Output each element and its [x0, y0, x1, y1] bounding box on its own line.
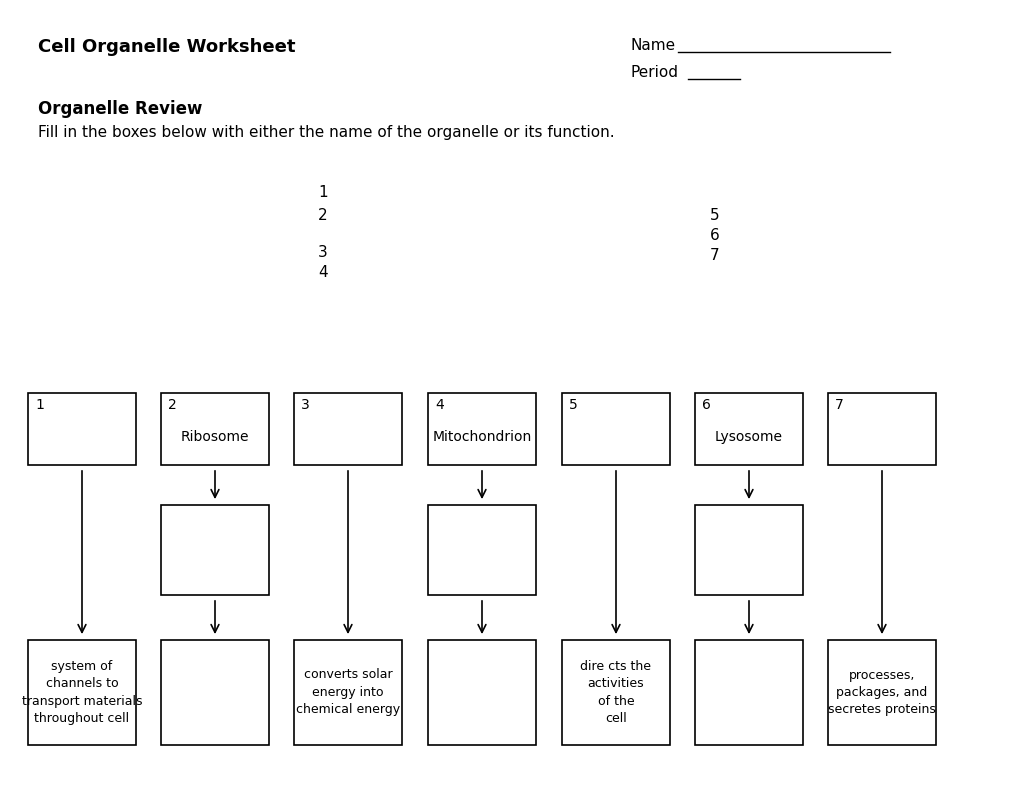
Bar	[828, 393, 936, 465]
Text: 1: 1	[318, 185, 328, 200]
Bar	[695, 640, 803, 745]
Text: 3: 3	[318, 245, 328, 260]
Text: 5: 5	[569, 398, 578, 412]
Bar	[161, 640, 269, 745]
Text: 1: 1	[35, 398, 44, 412]
Text: Organelle Review: Organelle Review	[38, 100, 203, 118]
Bar	[562, 393, 670, 465]
Bar	[828, 640, 936, 745]
Bar	[562, 640, 670, 745]
Text: Period: Period	[630, 65, 678, 80]
Text: 2: 2	[318, 208, 328, 223]
Text: 5: 5	[710, 208, 720, 223]
Text: 2: 2	[168, 398, 177, 412]
Bar	[294, 640, 402, 745]
Bar	[428, 640, 536, 745]
Text: Name: Name	[630, 38, 675, 53]
Text: converts solar
energy into
chemical energy: converts solar energy into chemical ener…	[296, 668, 400, 717]
Text: Mitochondrion: Mitochondrion	[432, 430, 531, 444]
Text: 7: 7	[835, 398, 844, 412]
Bar	[428, 393, 536, 465]
Text: 3: 3	[301, 398, 309, 412]
Text: 4: 4	[435, 398, 443, 412]
Text: dire cts the
activities
of the
cell: dire cts the activities of the cell	[581, 660, 651, 725]
Text: Ribosome: Ribosome	[181, 430, 249, 444]
Text: 7: 7	[710, 248, 720, 263]
Bar	[695, 393, 803, 465]
Bar	[695, 505, 803, 595]
Text: Cell Organelle Worksheet: Cell Organelle Worksheet	[38, 38, 296, 56]
Text: 6: 6	[710, 228, 720, 243]
Bar	[28, 393, 136, 465]
Bar	[294, 393, 402, 465]
Text: Fill in the boxes below with either the name of the organelle or its function.: Fill in the boxes below with either the …	[38, 125, 614, 140]
Bar	[28, 640, 136, 745]
Bar	[428, 505, 536, 595]
Text: system of
channels to
transport materials
throughout cell: system of channels to transport material…	[22, 660, 142, 725]
Text: 4: 4	[318, 265, 328, 280]
Text: 6: 6	[702, 398, 711, 412]
Bar	[161, 505, 269, 595]
Text: Lysosome: Lysosome	[715, 430, 783, 444]
Bar	[161, 393, 269, 465]
Text: processes,
packages, and
secretes proteins: processes, packages, and secretes protei…	[828, 668, 936, 717]
